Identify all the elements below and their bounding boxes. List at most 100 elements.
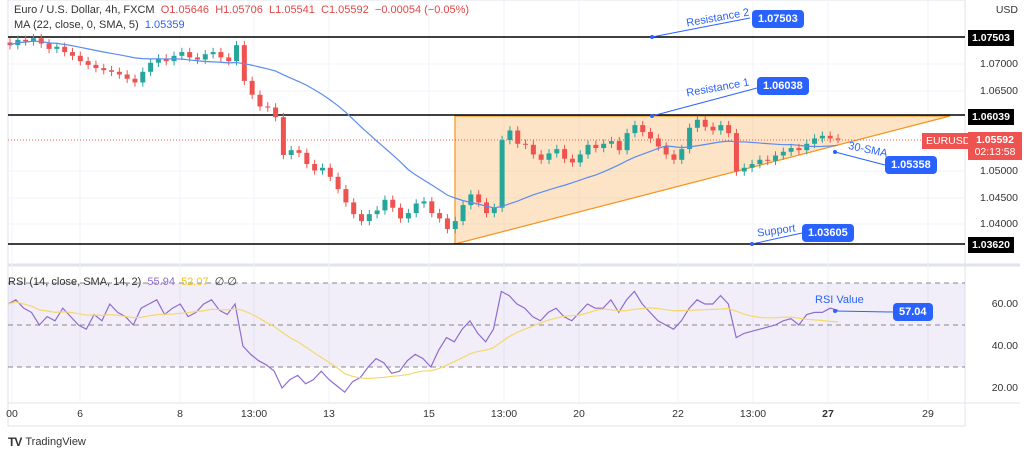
candle-body [163,58,169,62]
candle-body [30,38,36,42]
candle-body [398,207,404,219]
rsi-label: RSI (14, close, SMA, 14, 2) [8,276,142,288]
candle-body [757,159,763,165]
candle-body [483,202,489,214]
callout-connector [751,232,803,245]
candle-body [780,151,786,156]
candle-body [413,203,419,214]
candle-body [202,54,208,60]
time-tick: 13:00 [240,408,268,420]
candle-body [827,135,833,139]
rsi-legend[interactable]: RSI (14, close, SMA, 14, 2) 55.94 52.07 … [8,275,237,288]
candle-body [812,138,818,144]
rsi-note-label[interactable]: RSI Value [815,294,864,306]
sma-callout[interactable]: 1.05358 [885,156,937,174]
callout-anchor [833,309,837,313]
high-value: H1.05706 [215,4,263,16]
rsi-extra: ∅ ∅ [214,276,237,288]
support-callout[interactable]: 1.03605 [802,224,854,242]
candle-body [421,201,427,204]
time-tick: 13:00 [490,408,518,420]
close-value: C1.05592 [321,4,369,16]
candle-body [546,153,552,160]
candle-body [7,42,13,46]
rsi-tick: 60.00 [991,298,1018,310]
candle-body [85,61,91,65]
candle-body [351,202,357,215]
candle-body [687,127,693,150]
time-tick: 6 [77,408,83,420]
candle-body [593,144,599,149]
symbol-tag: EURUSD [922,133,975,149]
candle-body [663,146,669,155]
candle-body [93,64,99,69]
candle-body [335,176,341,190]
time-tick: 29 [922,408,934,420]
candle-body [54,46,60,49]
candle-body [632,125,638,134]
callout-anchor [750,242,754,246]
candle-body [194,57,200,60]
tradingview-logo[interactable]: TV TradingView [8,435,86,449]
level-tag: 1.07503 [968,30,1014,46]
candle-body [405,213,411,219]
candle-body [312,164,318,171]
candle-body [101,68,107,71]
candle-body [234,45,240,62]
candle-body [671,154,677,160]
candle-body [710,126,716,131]
last-price: 1.05592 [976,134,1014,146]
change-value: −0.00054 (−0.05%) [374,4,470,16]
rsi-callout[interactable]: 57.04 [893,303,933,321]
ma-legend[interactable]: MA (22, close, 0, SMA, 5) 1.05359 [14,19,185,31]
candle-body [77,55,83,62]
candle-body [280,117,286,155]
candle-body [765,159,771,161]
candle-body [179,52,185,56]
triangle-pattern [454,115,951,245]
candle-body [452,221,458,230]
candle-body [132,78,138,83]
candle-body [640,125,646,133]
symbol-title: Euro / U.S. Dollar, 4h, FXCM [14,4,155,16]
candle-body [23,39,29,42]
candle-body [554,149,560,154]
candle-body [694,119,700,128]
candle-body [523,143,529,145]
candle-body [62,46,68,53]
candle-body [648,132,654,139]
candle-body [608,141,614,144]
callout-connector [834,310,894,313]
callout-anchor [650,35,654,39]
candle-body [569,158,575,163]
resistance2-callout[interactable]: 1.07503 [752,10,804,28]
candle-body [241,45,247,81]
resistance1-callout[interactable]: 1.06038 [757,77,809,95]
level-tag: 1.03620 [968,237,1014,253]
low-value: L1.05541 [269,4,315,16]
candle-body [804,143,810,151]
rsi-tick: 20.00 [991,382,1018,394]
candle-body [788,148,794,152]
candle-body [319,167,325,171]
rsi-tick: 40.00 [991,340,1018,352]
callout-anchor [833,150,837,154]
candle-body [585,144,591,155]
candle-body [468,194,474,206]
candle-body [515,130,521,144]
time-tick: 20 [573,408,585,420]
candle-body [624,133,630,151]
candle-body [288,150,294,155]
candle-body [741,167,747,172]
candle-body [374,210,380,215]
candle-body [296,150,302,153]
time-tick: 13 [323,408,335,420]
callout-connector [651,17,751,38]
price-tick: 1.04500 [980,192,1018,204]
candle-body [749,164,755,168]
price-tick: 1.06500 [980,85,1018,97]
time-tick: 27 [822,408,834,420]
candle-body [382,199,388,211]
